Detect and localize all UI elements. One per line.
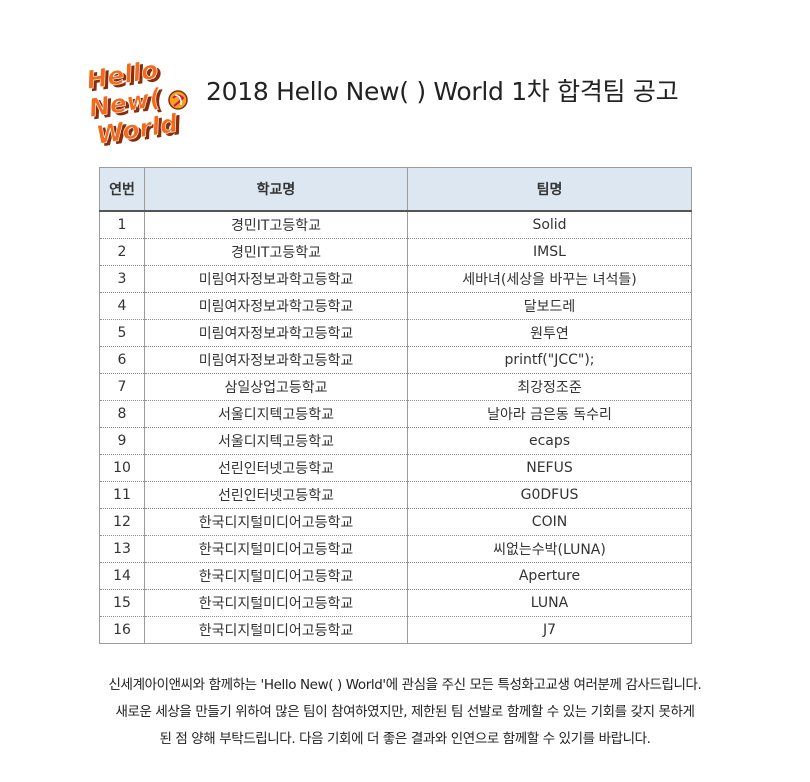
cell-school: 삼일상업고등학교: [144, 373, 408, 401]
cell-school: 한국디지털미디어고등학교: [144, 616, 408, 644]
table-row: 11 선린인터넷고등학교 G0DFUS: [99, 481, 692, 509]
cell-school: 미림여자정보과학고등학교: [144, 265, 408, 293]
header-no: 연번: [99, 167, 145, 212]
cell-team: J7: [407, 616, 692, 644]
cell-school: 선린인터넷고등학교: [144, 481, 408, 509]
cell-no: 15: [99, 589, 145, 617]
cell-school: 선린인터넷고등학교: [144, 454, 408, 482]
notice-line-2: 새로운 세상을 만들기 위하여 많은 팀이 참여하였지만, 제한된 팀 선발로 …: [115, 704, 695, 720]
page-title: 2018 Hello New( ) World 1차 합격팀 공고: [206, 77, 679, 106]
cell-school: 미림여자정보과학고등학교: [144, 346, 408, 374]
cell-no: 12: [99, 508, 145, 536]
cell-team: Solid: [407, 211, 692, 239]
cell-no: 3: [99, 265, 145, 293]
cell-no: 11: [99, 481, 145, 509]
notice-text: 신세계아이앤씨와 함께하는 'Hello New( ) World'에 관심을 …: [0, 672, 810, 753]
cell-team: 최강정조준: [407, 373, 692, 401]
cell-school: 미림여자정보과학고등학교: [144, 292, 408, 320]
header-team: 팀명: [407, 167, 692, 212]
table-row: 4 미림여자정보과학고등학교 달보드레: [99, 292, 692, 320]
cell-team: COIN: [407, 508, 692, 536]
results-table-container: 연번 학교명 팀명 1 경민IT고등학교 Solid 2 경민IT고등학교 IMSL 3…: [99, 167, 692, 644]
cell-team: 세바녀(세상을 바꾸는 녀석들): [407, 265, 692, 293]
cell-school: 미림여자정보과학고등학교: [144, 319, 408, 347]
table-row: 7 삼일상업고등학교 최강정조준: [99, 373, 692, 401]
logo-graphic: Hello Hello New( New( World World: [84, 55, 188, 148]
cell-team: LUNA: [407, 589, 692, 617]
cell-team: NEFUS: [407, 454, 692, 482]
cell-no: 2: [99, 238, 145, 266]
table-body: 1 경민IT고등학교 Solid 2 경민IT고등학교 IMSL 3 미림여자정보과학고등…: [99, 211, 692, 644]
cell-school: 한국디지털미디어고등학교: [144, 589, 408, 617]
cell-no: 6: [99, 346, 145, 374]
cell-school: 한국디지털미디어고등학교: [144, 508, 408, 536]
cell-team: G0DFUS: [407, 481, 692, 509]
table-row: 15 한국디지털미디어고등학교 LUNA: [99, 589, 692, 617]
cell-school: 경민IT고등학교: [144, 238, 408, 266]
results-table: 연번 학교명 팀명 1 경민IT고등학교 Solid 2 경민IT고등학교 IMSL 3…: [99, 167, 692, 644]
cell-no: 10: [99, 454, 145, 482]
table-row: 16 한국디지털미디어고등학교 J7: [99, 616, 692, 644]
cell-school: 서울디지텍고등학교: [144, 400, 408, 428]
cell-school: 한국디지털미디어고등학교: [144, 535, 408, 563]
header-school: 학교명: [144, 167, 408, 212]
cell-team: 원투연: [407, 319, 692, 347]
cell-no: 4: [99, 292, 145, 320]
cell-school: 한국디지털미디어고등학교: [144, 562, 408, 590]
cell-team: ecaps: [407, 427, 692, 455]
table-row: 14 한국디지털미디어고등학교 Aperture: [99, 562, 692, 590]
hello-new-world-logo: Hello Hello New( New( World World: [84, 48, 202, 148]
cell-team: 씨없는수박(LUNA): [407, 535, 692, 563]
table-header: 연번 학교명 팀명: [99, 167, 692, 212]
cell-no: 13: [99, 535, 145, 563]
table-row: 2 경민IT고등학교 IMSL: [99, 238, 692, 266]
cell-team: printf("JCC");: [407, 346, 692, 374]
cell-no: 14: [99, 562, 145, 590]
table-header-row: 연번 학교명 팀명: [99, 167, 692, 212]
table-row: 13 한국디지털미디어고등학교 씨없는수박(LUNA): [99, 535, 692, 563]
cell-school: 서울디지텍고등학교: [144, 427, 408, 455]
table-row: 1 경민IT고등학교 Solid: [99, 211, 692, 239]
cell-no: 7: [99, 373, 145, 401]
table-row: 5 미림여자정보과학고등학교 원투연: [99, 319, 692, 347]
table-row: 8 서울디지텍고등학교 날아라 금은동 독수리: [99, 400, 692, 428]
table-row: 12 한국디지털미디어고등학교 COIN: [99, 508, 692, 536]
table-row: 9 서울디지텍고등학교 ecaps: [99, 427, 692, 455]
cell-team: 달보드레: [407, 292, 692, 320]
cell-no: 8: [99, 400, 145, 428]
cell-no: 1: [99, 211, 145, 239]
swirl-icon: [168, 90, 188, 110]
table-row: 10 선린인터넷고등학교 NEFUS: [99, 454, 692, 482]
cell-team: Aperture: [407, 562, 692, 590]
notice-line-1: 신세계아이앤씨와 함께하는 'Hello New( ) World'에 관심을 …: [108, 677, 702, 693]
cell-no: 5: [99, 319, 145, 347]
cell-no: 9: [99, 427, 145, 455]
page-header: Hello Hello New( New( World World 2018 H…: [84, 44, 724, 154]
table-row: 6 미림여자정보과학고등학교 printf("JCC");: [99, 346, 692, 374]
notice-line-3: 된 점 양해 부탁드립니다. 다음 기회에 더 좋은 결과와 인연으로 함께할 …: [159, 731, 651, 747]
cell-school: 경민IT고등학교: [144, 211, 408, 239]
cell-team: 날아라 금은동 독수리: [407, 400, 692, 428]
cell-no: 16: [99, 616, 145, 644]
cell-team: IMSL: [407, 238, 692, 266]
table-row: 3 미림여자정보과학고등학교 세바녀(세상을 바꾸는 녀석들): [99, 265, 692, 293]
